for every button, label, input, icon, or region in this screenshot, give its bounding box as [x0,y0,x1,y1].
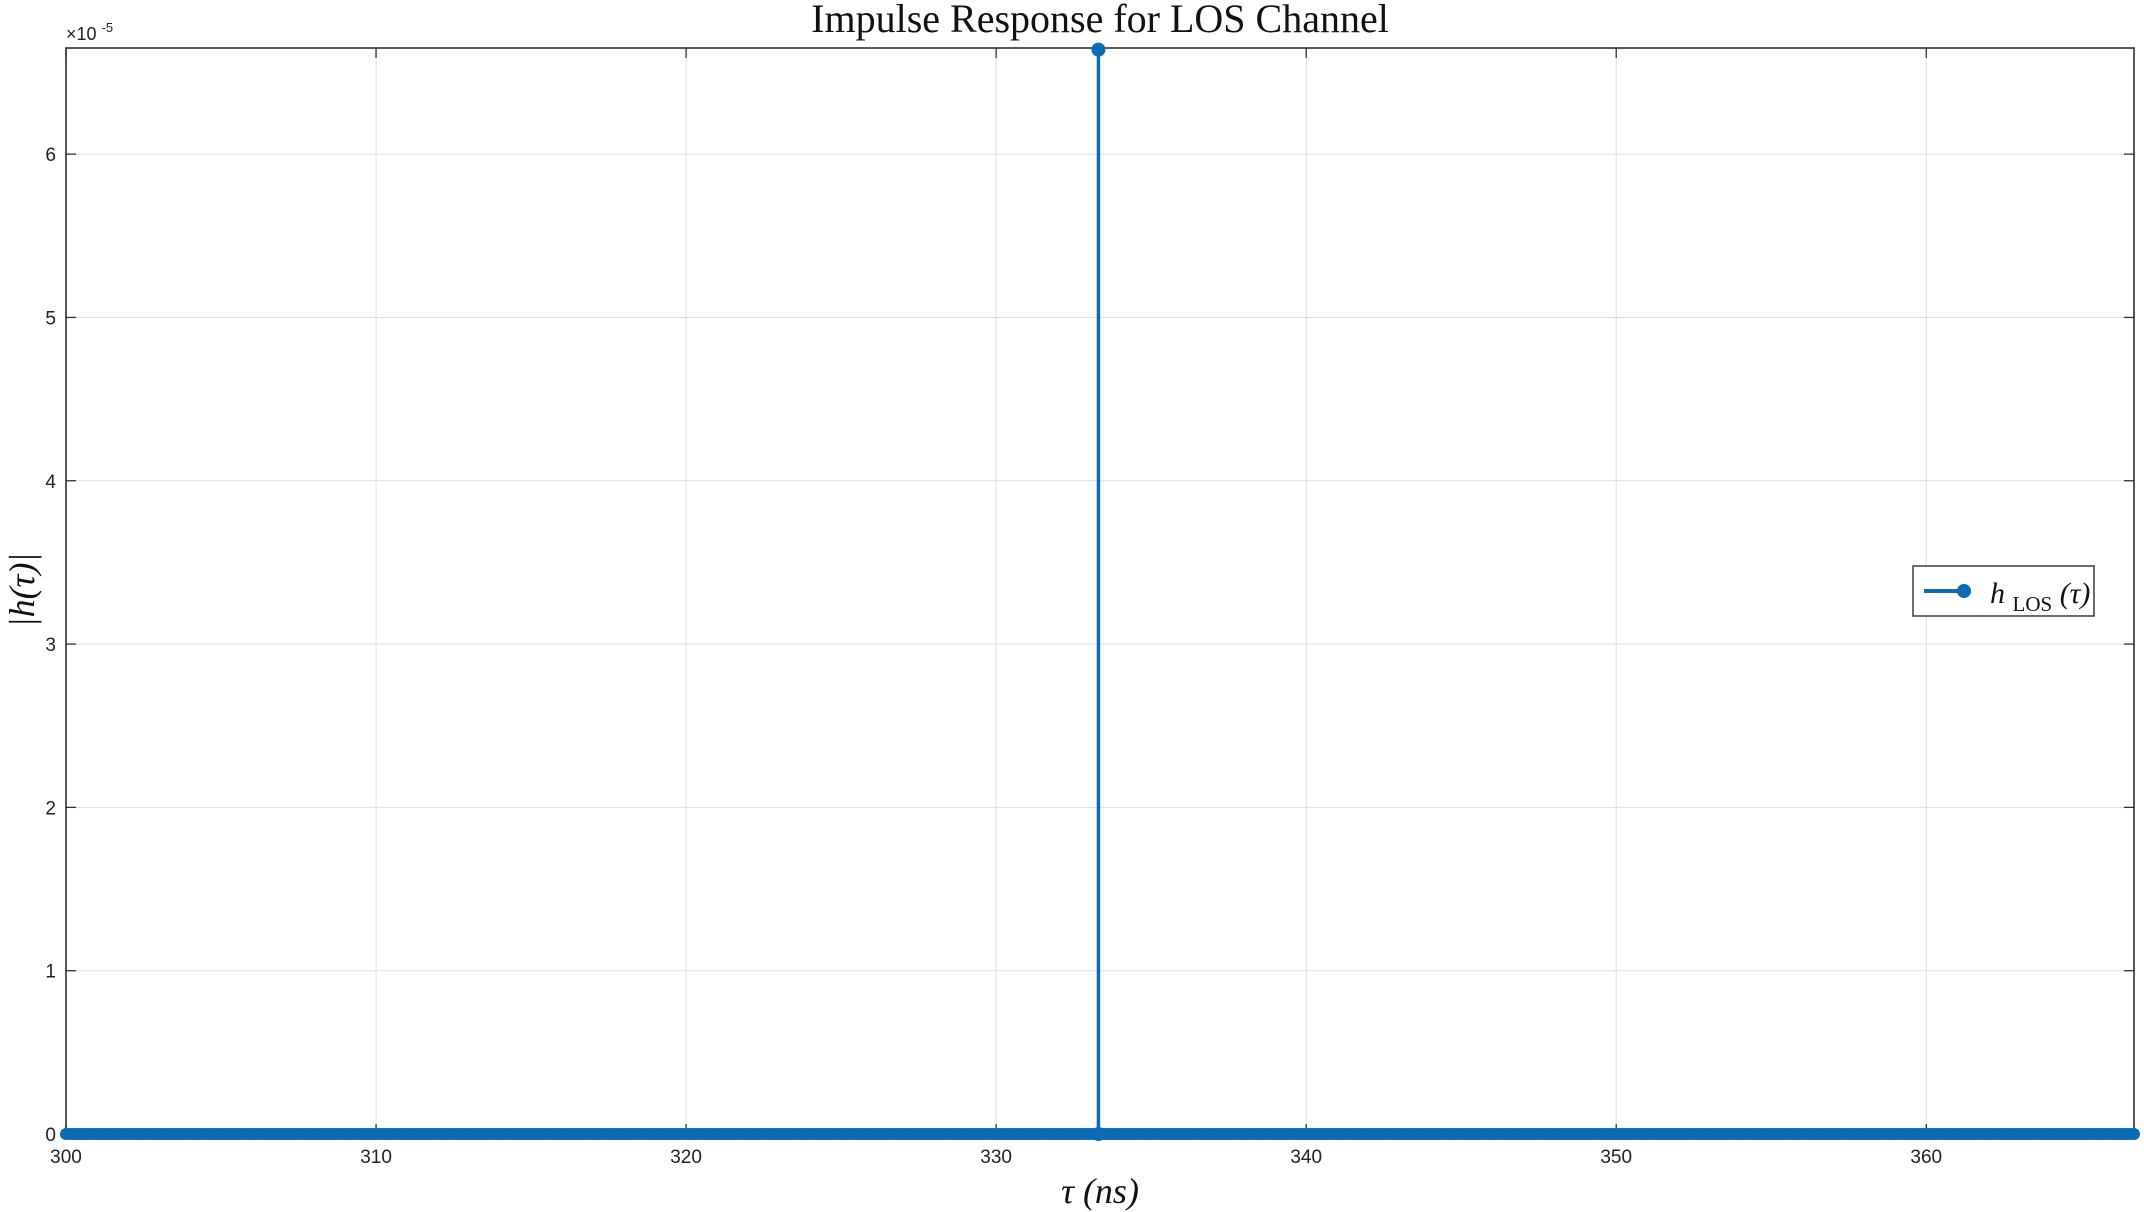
y-axis-label: |h(τ)| [2,553,42,628]
legend-main-symbol: h [1990,577,2005,610]
legend-series-label: h LOS (τ) [1990,577,2090,618]
y-tick-label: 3 [45,635,56,656]
legend-subscript: LOS [2013,592,2053,616]
y-tick-label: 5 [45,308,56,329]
legend-argument: (τ) [2060,577,2091,610]
x-tick-label: 360 [1910,1147,1942,1168]
legend-series-marker [1957,584,1971,598]
y-tick-label: 1 [45,962,56,983]
impulse-point [1091,42,1106,57]
y-axis-exponent: ×10 -5 [66,20,113,44]
x-tick-label: 310 [360,1147,392,1168]
y-tick-label: 6 [45,145,56,166]
x-tick-label: 330 [980,1147,1012,1168]
x-tick-label: 320 [670,1147,702,1168]
y-tick-label: 2 [45,798,56,819]
legend: h LOS (τ) [1912,565,2095,618]
x-tick-label: 300 [50,1147,82,1168]
y-tick-label: 0 [45,1125,56,1146]
y-axis-exponent-power: -5 [102,20,114,35]
impulse-base-point [1091,1127,1106,1141]
y-axis-exponent-base: ×10 [66,24,97,44]
baseline-sample-point [2128,1128,2140,1140]
x-tick-label: 340 [1290,1147,1322,1168]
series-layer [60,42,2140,1141]
x-axis-label: τ (ns) [1061,1171,1139,1211]
chart-title: Impulse Response for LOS Channel [811,0,1389,41]
y-tick-label: 4 [45,472,56,493]
x-tick-label: 350 [1600,1147,1632,1168]
